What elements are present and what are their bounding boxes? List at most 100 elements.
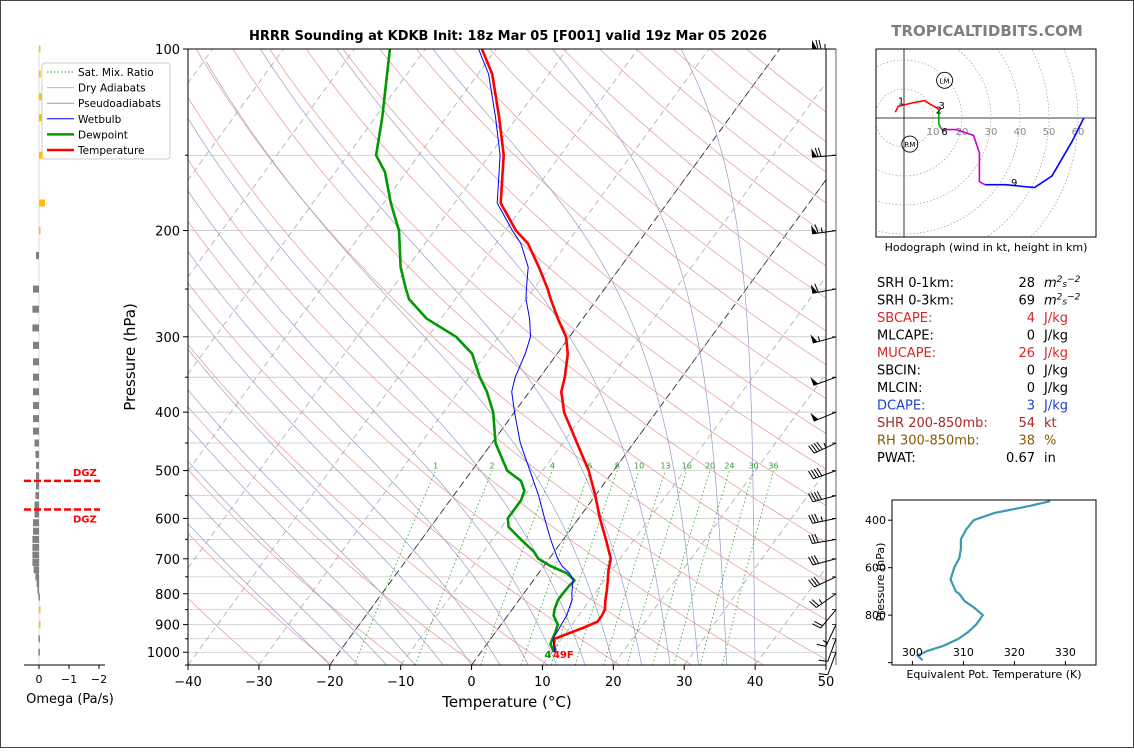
omega-bar	[33, 428, 39, 435]
omega-bar	[39, 606, 41, 613]
omega-bar	[38, 649, 40, 656]
omega-axis-label: Omega (Pa/s)	[26, 692, 114, 707]
omega-bar	[38, 594, 40, 601]
omega-bar	[35, 451, 39, 458]
legend-entry: Dry Adiabats	[78, 83, 146, 95]
hodograph-caption: Hodograph (wind in kt, height in km)	[885, 241, 1088, 254]
index-label: SRH 0-1km:	[877, 276, 954, 291]
hodograph-ring-label: 50	[1043, 127, 1056, 138]
y-axis-label: Pressure (hPa)	[121, 303, 139, 411]
index-value: 4	[1027, 311, 1035, 326]
index-unit: J/kg	[1043, 311, 1068, 326]
x-tick-label: 50	[818, 675, 835, 690]
omega-bar	[33, 402, 39, 409]
index-unit: J/kg	[1043, 329, 1068, 344]
mixing-ratio-label: 36	[768, 462, 778, 471]
x-tick-label: 30	[676, 675, 693, 690]
omega-bar	[33, 342, 39, 349]
omega-x-tick-label: 0	[36, 673, 43, 686]
x-axis-label: Temperature (°C)	[441, 693, 571, 711]
legend-entry: Sat. Mix. Ratio	[78, 67, 154, 79]
hodograph-ring-label: 30	[985, 127, 998, 138]
x-tick-label: 40	[747, 675, 764, 690]
omega-bar	[39, 93, 41, 100]
theta-e-x-tick-label: 310	[953, 646, 974, 659]
legend-entry: Temperature	[77, 145, 145, 157]
omega-bar	[35, 501, 40, 508]
index-value: 0	[1027, 329, 1035, 344]
omega-bar	[35, 573, 39, 580]
index-value: 69	[1018, 294, 1035, 309]
omega-bar	[36, 472, 39, 479]
index-label: MLCAPE:	[877, 329, 934, 344]
theta-e-x-tick-label: 330	[1055, 646, 1076, 659]
omega-bar	[32, 306, 39, 313]
index-unit: kt	[1044, 416, 1057, 431]
index-unit: J/kg	[1043, 346, 1068, 361]
x-tick-label: −10	[387, 675, 414, 690]
hodograph-height-label: 9	[1011, 178, 1017, 189]
index-label: MUCAPE:	[877, 346, 936, 361]
hodograph-height-label: 6	[941, 127, 947, 138]
x-tick-label: 20	[605, 675, 622, 690]
mixing-ratio-label: 4	[550, 462, 555, 471]
omega-bar	[32, 559, 39, 566]
theta-e-x-label: Equivalent Pot. Temperature (K)	[906, 668, 1081, 681]
omega-bar	[35, 510, 40, 517]
omega-bar	[38, 587, 40, 594]
dgz-label-bottom: DGZ	[73, 515, 97, 526]
omega-bar	[35, 440, 40, 447]
mixing-ratio-label: 13	[660, 462, 670, 471]
index-unit: J/kg	[1043, 399, 1068, 414]
x-tick-label: 0	[467, 675, 475, 690]
omega-bar	[39, 114, 42, 121]
x-tick-label: −40	[174, 675, 201, 690]
omega-x-tick-label: −2	[91, 673, 107, 686]
wind-barb-half-flag	[821, 228, 822, 233]
omega-bar	[36, 462, 39, 469]
omega-bar	[35, 492, 39, 499]
omega-bar	[32, 536, 39, 543]
omega-bar	[39, 199, 45, 206]
mixing-ratio-label: 20	[705, 462, 715, 471]
omega-bar	[38, 635, 40, 642]
omega-bar	[32, 324, 39, 331]
mixing-ratio-label: 30	[748, 462, 758, 471]
index-label: RH 300-850mb:	[877, 434, 980, 449]
theta-e-y-label: Pressure (hPa)	[874, 543, 887, 622]
hodograph-ring-label: 10	[927, 127, 940, 138]
chart-title: HRRR Sounding at KDKB Init: 18z Mar 05 […	[249, 29, 767, 44]
index-value: 28	[1018, 276, 1035, 291]
omega-bar	[32, 552, 39, 559]
y-tick-label: 400	[155, 406, 180, 421]
y-tick-label: 800	[155, 588, 180, 603]
omega-bar	[39, 621, 41, 628]
hodograph-height-label: 1	[898, 97, 904, 108]
y-tick-label: 100	[155, 43, 180, 58]
omega-bar	[33, 519, 39, 526]
y-tick-label: 500	[155, 465, 180, 480]
surface-dewpoint-label: 4	[544, 650, 551, 661]
index-value: 26	[1018, 346, 1035, 361]
index-value: 0	[1027, 364, 1035, 379]
mixing-ratio-label: 1	[433, 462, 438, 471]
y-tick-label: 200	[155, 225, 180, 240]
index-label: MLCIN:	[877, 381, 922, 396]
storm-motion-label: LM	[940, 77, 950, 85]
x-tick-label: 10	[534, 675, 551, 690]
x-tick-label: −30	[245, 675, 272, 690]
index-label: SRH 0-3km:	[877, 294, 954, 309]
index-value: 54	[1018, 416, 1035, 431]
theta-e-x-tick-label: 300	[902, 646, 923, 659]
dgz-label-top: DGZ	[73, 468, 97, 479]
theta-e-y-tick-label: 400	[865, 514, 886, 527]
omega-bar	[33, 286, 39, 293]
omega-bar	[33, 528, 39, 535]
index-label: SBCIN:	[877, 364, 921, 379]
omega-bar	[32, 544, 39, 551]
y-tick-label: 700	[155, 553, 180, 568]
y-tick-label: 1000	[147, 646, 180, 661]
y-tick-label: 300	[155, 331, 180, 346]
